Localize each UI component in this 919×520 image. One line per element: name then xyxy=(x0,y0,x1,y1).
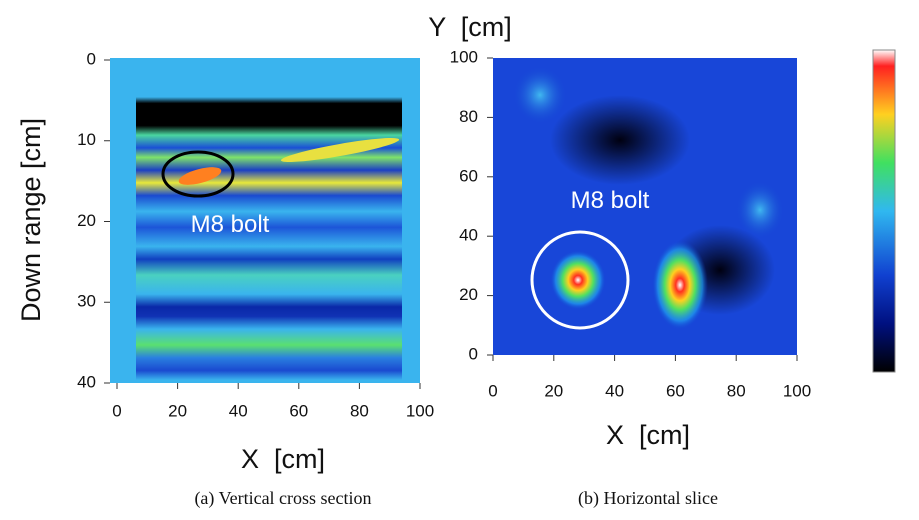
x-tick-label: 0 xyxy=(488,381,497,400)
x-tick-label: 60 xyxy=(289,401,308,420)
hot-spot xyxy=(178,167,222,185)
x-tick-label: 60 xyxy=(666,381,685,400)
vertical-section-bands xyxy=(136,62,402,380)
caption: (b) Horizontal slice xyxy=(578,488,718,509)
weak-spot xyxy=(735,180,785,240)
x-tick-label: 40 xyxy=(229,401,248,420)
x-tick-label: 40 xyxy=(605,381,624,400)
y-tick-label: 10 xyxy=(77,130,96,149)
x-tick-label: 80 xyxy=(350,401,369,420)
y-axis-label: Down range [cm] xyxy=(16,118,46,322)
target-circle xyxy=(530,230,630,330)
y-tick-label: 0 xyxy=(469,344,478,363)
x-tick-label: 0 xyxy=(112,401,121,420)
x-axis-label: X [cm] xyxy=(241,444,325,474)
hot-spot xyxy=(652,240,708,330)
y-tick-label: 20 xyxy=(77,211,96,230)
x-tick-label: 20 xyxy=(168,401,187,420)
x-tick-label: 80 xyxy=(727,381,746,400)
x-tick-label: 100 xyxy=(783,381,811,400)
caption: (a) Vertical cross section xyxy=(194,488,371,509)
y-tick-label: 20 xyxy=(459,285,478,304)
hot-spot xyxy=(550,250,606,310)
x-axis-label: X [cm] xyxy=(606,420,690,450)
x-tick-label: 20 xyxy=(544,381,563,400)
y-axis-label: Y [cm] xyxy=(428,12,512,42)
colorbar xyxy=(872,49,896,373)
x-tick-label: 100 xyxy=(406,401,434,420)
y-tick-label: 60 xyxy=(459,166,478,185)
annotation: M8 bolt xyxy=(571,187,650,214)
annotation: M8 bolt xyxy=(191,211,270,238)
weak-spot xyxy=(512,65,568,125)
y-tick-label: 40 xyxy=(77,372,96,391)
y-tick-label: 0 xyxy=(87,49,96,68)
y-tick-label: 30 xyxy=(77,292,96,311)
dark-region xyxy=(550,95,690,185)
reflection xyxy=(280,138,400,162)
y-tick-label: 100 xyxy=(450,47,478,66)
target-ellipse xyxy=(161,150,235,198)
y-tick-label: 40 xyxy=(459,226,478,245)
y-tick-label: 80 xyxy=(459,107,478,126)
